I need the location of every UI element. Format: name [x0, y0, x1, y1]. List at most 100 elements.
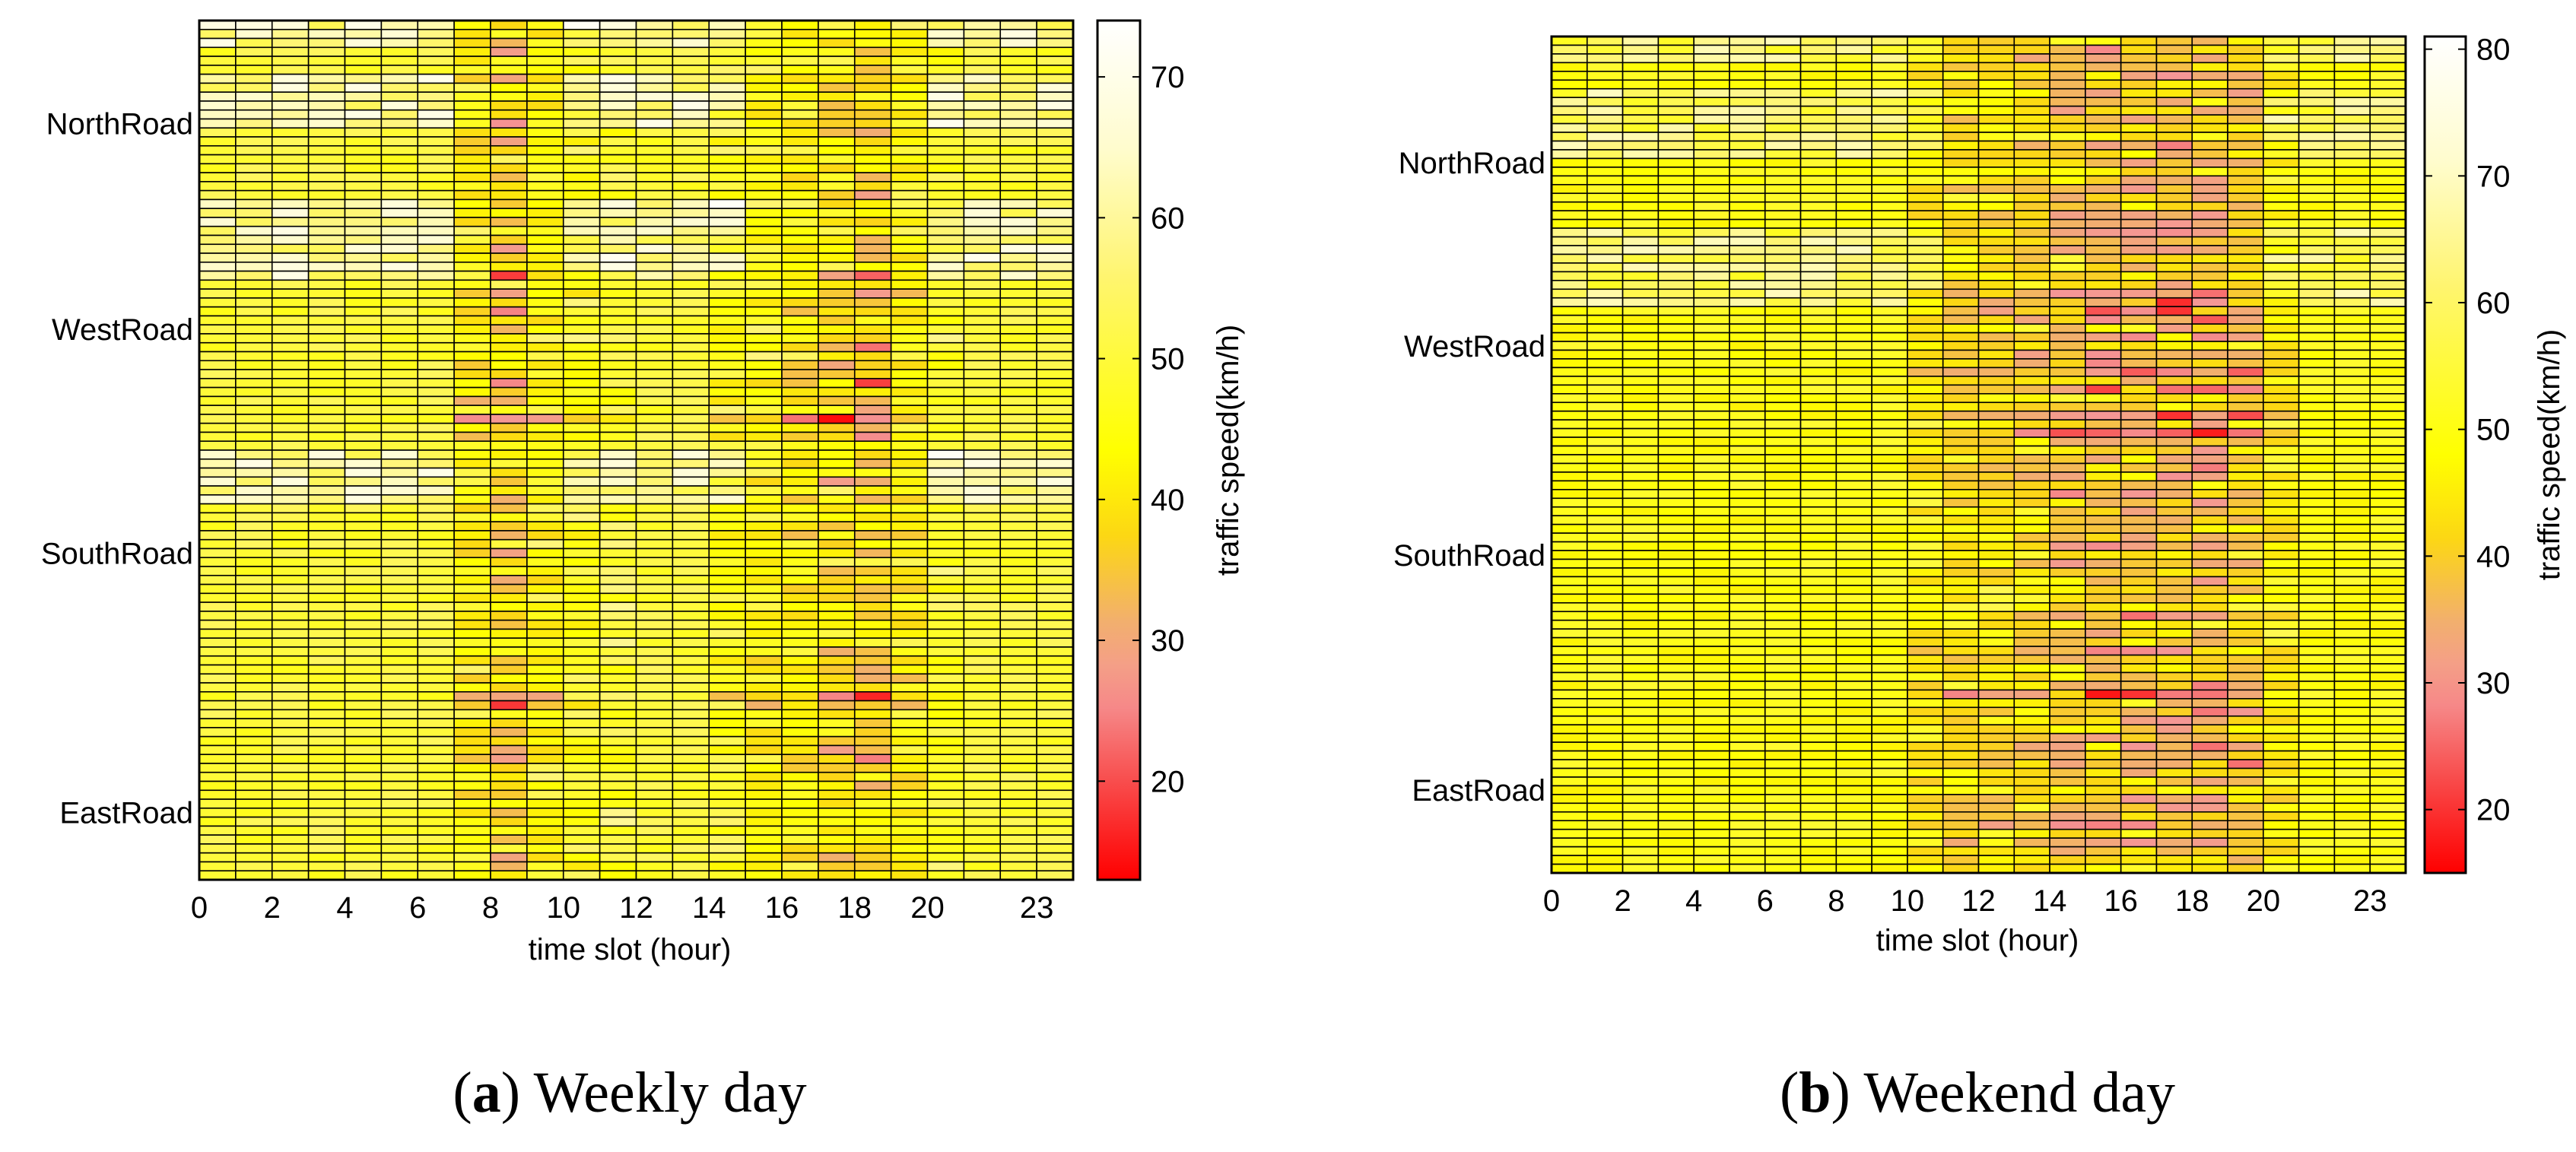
heatmap-cell — [1551, 445, 1588, 455]
heatmap-cell — [853, 154, 892, 165]
heatmap-cell — [2369, 175, 2406, 186]
heatmap-cell — [271, 780, 310, 792]
heatmap-cell — [963, 198, 1002, 209]
heatmap-cell — [526, 65, 564, 75]
heatmap-cell — [1693, 489, 1730, 500]
heatmap-cell — [1657, 724, 1695, 735]
heatmap-cell — [1586, 863, 1624, 874]
heatmap-cell — [781, 494, 819, 505]
heatmap-cell — [1835, 532, 1872, 543]
heatmap-cell — [1835, 341, 1872, 351]
heatmap-cell — [2333, 715, 2371, 726]
heatmap-cell — [2049, 71, 2086, 81]
heatmap-cell — [1764, 157, 1802, 168]
heatmap-cell — [562, 386, 601, 398]
heatmap-cell — [2155, 576, 2193, 586]
heatmap-cell — [2191, 140, 2228, 151]
heatmap-cell — [2263, 210, 2300, 221]
heatmap-cell — [999, 754, 1037, 764]
heatmap-cell — [1586, 811, 1624, 822]
heatmap-cell — [2333, 36, 2371, 46]
heatmap-cell — [1835, 611, 1872, 621]
heatmap-cell — [818, 91, 856, 102]
heatmap-cell — [745, 780, 783, 792]
heatmap-cell — [2191, 218, 2228, 229]
heatmap-cell — [1764, 523, 1802, 534]
heatmap-cell — [2298, 837, 2336, 848]
heatmap-cell — [235, 82, 273, 93]
heatmap-cell — [1799, 62, 1838, 72]
heatmap-cell — [635, 547, 674, 559]
heatmap-cell — [2298, 785, 2336, 795]
heatmap-cell — [781, 306, 819, 317]
heatmap-cell — [2120, 820, 2158, 830]
heatmap-cell — [417, 136, 455, 147]
heatmap-cell — [199, 431, 237, 443]
heatmap-cell — [235, 46, 273, 57]
heatmap-cell — [745, 521, 783, 532]
heatmap-cell — [344, 234, 383, 246]
heatmap-cell — [781, 763, 819, 773]
heatmap-cell — [1693, 245, 1730, 255]
heatmap-cell — [781, 467, 819, 478]
heatmap-cell — [2333, 44, 2371, 55]
heatmap-cell — [1977, 619, 2015, 630]
heatmap-cell — [1977, 759, 2015, 770]
heatmap-cell — [562, 198, 601, 209]
heatmap-cell — [2155, 532, 2193, 543]
heatmap-cell — [781, 611, 819, 621]
heatmap-cell — [1871, 157, 1908, 168]
heatmap-cell — [417, 225, 455, 236]
heatmap-cell — [271, 611, 310, 621]
heatmap-cell — [199, 91, 237, 102]
heatmap-cell — [2013, 79, 2050, 90]
heatmap-cell — [526, 691, 564, 702]
heatmap-cell — [453, 798, 491, 809]
heatmap-cell — [599, 574, 637, 586]
heatmap-cell — [1036, 136, 1074, 147]
heatmap-cell — [2298, 122, 2336, 133]
heatmap-cell — [2120, 332, 2158, 342]
x-tick: 10 — [1891, 884, 1925, 918]
heatmap-cell — [2191, 175, 2228, 186]
heatmap-cell — [635, 780, 674, 792]
heatmap-cell — [926, 476, 965, 487]
heatmap-cell — [1551, 314, 1588, 325]
heatmap-cell — [1551, 837, 1588, 848]
heatmap-cell — [1907, 271, 1944, 281]
heatmap-cell — [781, 843, 819, 854]
heatmap-cell — [708, 843, 746, 854]
heatmap-cell — [2191, 567, 2228, 578]
heatmap-cell — [526, 324, 564, 335]
heatmap-cell — [2013, 341, 2050, 351]
heatmap-cell — [2049, 750, 2086, 760]
heatmap-cell — [2227, 79, 2264, 90]
heatmap-cell — [2263, 71, 2300, 81]
heatmap-cell — [635, 834, 674, 845]
heatmap-cell — [1622, 759, 1660, 770]
heatmap-cell — [235, 574, 273, 586]
heatmap-cell — [344, 538, 383, 550]
heatmap-cell — [672, 467, 710, 478]
heatmap-cell — [1907, 671, 1944, 682]
heatmap-cell — [307, 789, 346, 800]
heatmap-cell — [745, 601, 783, 612]
heatmap-cell — [818, 646, 856, 657]
heatmap-cell — [2049, 681, 2086, 691]
heatmap-cell — [672, 780, 710, 792]
heatmap-cell — [1622, 489, 1660, 500]
heatmap-cell — [1586, 619, 1624, 630]
heatmap-cell — [1871, 767, 1908, 778]
heatmap-cell — [1729, 157, 1766, 168]
heatmap-cell — [1036, 458, 1074, 469]
heatmap-cell — [2227, 741, 2264, 752]
heatmap-cell — [199, 512, 237, 522]
heatmap-cell — [562, 154, 601, 165]
heatmap-cell — [526, 306, 564, 317]
heatmap-cell — [1907, 750, 1944, 760]
heatmap-cell — [453, 557, 491, 567]
heatmap-cell — [2013, 671, 2050, 682]
heatmap-cell — [745, 538, 783, 550]
colorbar-a: 20 30 40 50 60 70 traffic speed(km/h) — [1096, 19, 1245, 881]
heatmap-cell — [818, 306, 856, 317]
